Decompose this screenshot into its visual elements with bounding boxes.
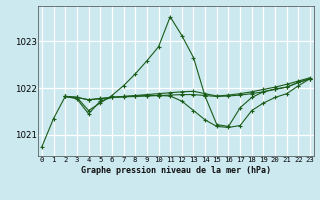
X-axis label: Graphe pression niveau de la mer (hPa): Graphe pression niveau de la mer (hPa) [81,166,271,175]
